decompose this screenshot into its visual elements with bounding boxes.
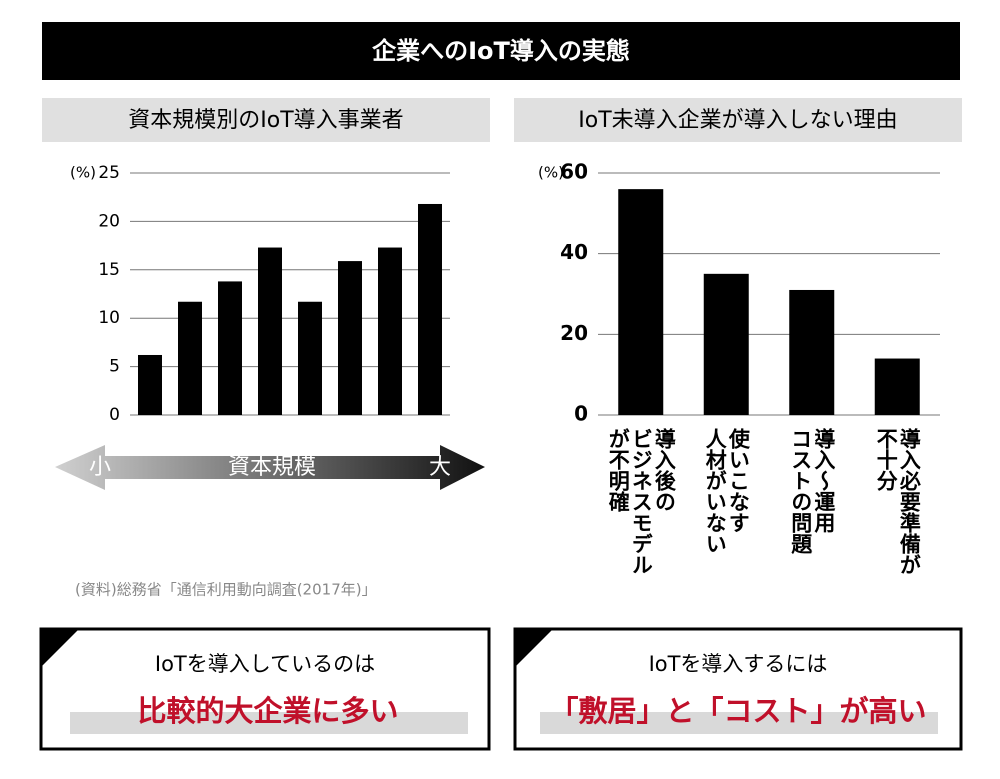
box: IoTを導入するには 「敷居」と「コスト」が高い bbox=[513, 627, 963, 751]
y-tick-label: 10 bbox=[98, 308, 120, 328]
bar bbox=[218, 281, 242, 415]
bar bbox=[418, 203, 442, 415]
x-tick-label: 導入必要準備が 不十分 bbox=[874, 428, 922, 575]
chart-title: 資本規模別のIoT導入事業者 bbox=[128, 108, 403, 133]
bar bbox=[338, 261, 362, 415]
chart-title: IoT未導入企業が導入しない理由 bbox=[578, 108, 897, 133]
bar bbox=[178, 301, 202, 415]
page-title: 企業へのIoT導入の実態 bbox=[372, 37, 630, 65]
bar bbox=[874, 358, 920, 415]
bar bbox=[703, 273, 749, 415]
scale-arrow bbox=[55, 445, 485, 490]
box-highlight: 比較的大企業に多い bbox=[137, 694, 398, 728]
subheader-bar bbox=[514, 98, 962, 142]
source-note: (資料)総務省「通信利用動向調査(2017年)」 bbox=[75, 581, 377, 599]
bar bbox=[789, 289, 835, 415]
y-unit: (%) bbox=[538, 164, 564, 182]
y-tick-label: 25 bbox=[98, 163, 120, 183]
box-lead: IoTを導入するには bbox=[649, 652, 828, 676]
box-frame bbox=[39, 627, 491, 751]
highlight-bar bbox=[70, 712, 468, 734]
x-tick-label: 導入～運用 コストの問題 bbox=[788, 428, 836, 554]
header-bar bbox=[42, 22, 960, 80]
box-lead: IoTを導入しているのは bbox=[155, 652, 375, 676]
bar bbox=[618, 189, 664, 415]
axis-low-label: 小 bbox=[89, 455, 111, 480]
box-frame bbox=[513, 627, 963, 751]
y-tick-label: 40 bbox=[560, 240, 588, 264]
bar bbox=[298, 301, 322, 415]
y-tick-label: 0 bbox=[574, 402, 588, 426]
x-axis-title: 資本規模 bbox=[228, 455, 316, 480]
y-tick-label: 5 bbox=[109, 357, 120, 377]
y-tick-label: 15 bbox=[98, 260, 120, 280]
y-tick-label: 0 bbox=[109, 405, 120, 425]
box: IoTを導入しているのは 比較的大企業に多い bbox=[39, 627, 491, 751]
y-tick-label: 20 bbox=[98, 211, 120, 231]
x-tick-label: 導入後の ビジネスモデル が不明確 bbox=[606, 428, 677, 575]
corner bbox=[40, 628, 80, 668]
corner bbox=[514, 628, 554, 668]
y-unit: (%) bbox=[70, 164, 96, 182]
y-tick-label: 60 bbox=[560, 160, 588, 184]
box-highlight: 「敷居」と「コスト」が高い bbox=[549, 694, 926, 728]
y-tick-label: 20 bbox=[560, 321, 588, 345]
axis-high-label: 大 bbox=[429, 455, 451, 480]
bar bbox=[138, 354, 162, 415]
subheader-bar bbox=[42, 98, 490, 142]
x-tick-label: 使いこなす 人材がいない bbox=[703, 428, 751, 554]
bar bbox=[258, 247, 282, 415]
bar bbox=[378, 247, 402, 415]
highlight-bar bbox=[540, 712, 938, 734]
